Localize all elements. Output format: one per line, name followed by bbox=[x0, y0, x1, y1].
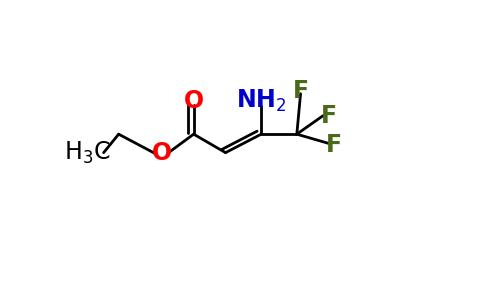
Text: O: O bbox=[151, 141, 172, 165]
Text: H$_3$C: H$_3$C bbox=[63, 140, 110, 166]
Text: F: F bbox=[326, 133, 342, 157]
Text: F: F bbox=[320, 104, 337, 128]
Text: F: F bbox=[292, 80, 309, 103]
Text: NH$_2$: NH$_2$ bbox=[236, 88, 286, 114]
Text: O: O bbox=[183, 89, 204, 113]
